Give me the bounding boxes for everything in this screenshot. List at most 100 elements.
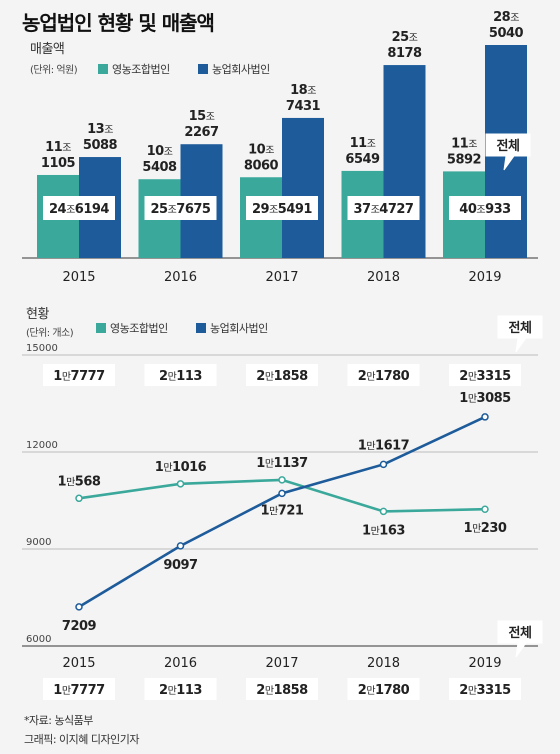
line-total-box [347, 364, 420, 386]
line-y-tick: 6000 [26, 634, 51, 645]
line-point-corp [481, 413, 489, 421]
line-label-farm: 1만1137 [256, 456, 308, 471]
line-point-farm [481, 505, 489, 513]
line-total-box [43, 364, 115, 386]
line-total-value: 2만3315 [459, 369, 511, 384]
bar-label-corp-top: 28조 [493, 10, 519, 25]
line-total-box [449, 364, 521, 386]
bar-label-corp-bottom: 8178 [387, 46, 422, 61]
legend-label-corp: 농업회사법인 [212, 63, 270, 76]
line-label-farm: 1만230 [464, 521, 507, 536]
bar-total-value: 25조7675 [151, 202, 211, 217]
line-total-value: 2만1780 [358, 683, 410, 698]
line-label-farm: 1만1016 [155, 460, 207, 475]
line-total-box [449, 678, 521, 700]
bar-label-farm-bottom: 6549 [345, 152, 380, 167]
bar-label-farm-top: 10조 [147, 144, 173, 159]
line-y-tick: 9000 [26, 537, 51, 548]
line-label-corp: 1만3085 [459, 391, 511, 406]
line-total-box [347, 678, 420, 700]
bar-chart-title: 매출액 [30, 42, 64, 57]
line-total-box [144, 678, 217, 700]
chart-title: 농업법인 현황 및 매출액 [22, 11, 215, 35]
bar-total-box [347, 196, 420, 220]
line-total-box [43, 678, 115, 700]
bar-label-farm-bottom: 1105 [41, 156, 76, 171]
line-chart-unit: (단위: 개소) [26, 326, 74, 339]
line-x-tick: 2019 [468, 656, 501, 671]
line-total-callout-bottom-bubble [497, 620, 543, 658]
legend-swatch-corp [198, 64, 208, 74]
legend-label-corp: 농업회사법인 [210, 322, 268, 335]
line-point-corp [176, 542, 185, 550]
legend-swatch-corp [196, 323, 206, 333]
line-label-farm: 1만568 [58, 474, 101, 489]
bar-label-farm-bottom: 5892 [447, 152, 481, 167]
bar-label-farm-bottom: 5408 [142, 160, 177, 175]
bar-total-box [144, 196, 217, 220]
bar-label-corp-bottom: 5040 [489, 26, 524, 41]
credit-note: 그래픽: 이지혜 디자인기자 [24, 733, 140, 746]
line-point-farm [75, 494, 83, 503]
line-y-tick: 12000 [26, 440, 58, 451]
line-total-value: 1만7777 [53, 683, 105, 698]
line-label-farm: 1만163 [362, 523, 405, 538]
bar-label-farm-top: 11조 [45, 140, 71, 155]
bar-label-farm-top: 10조 [248, 142, 274, 157]
bar-corp [282, 117, 324, 259]
line-point-corp [75, 603, 83, 611]
bar-label-corp-top: 13조 [87, 122, 113, 137]
line-label-corp: 1만721 [261, 503, 304, 518]
legend-label-farm: 영농조합법인 [110, 322, 168, 335]
bar-label-farm-bottom: 8060 [244, 158, 279, 173]
line-y-tick: 15000 [26, 343, 58, 354]
bar-total-callout-bubble [485, 133, 531, 171]
line-total-box [246, 364, 318, 386]
bar-x-tick: 2017 [265, 270, 298, 285]
source-note: *자료: 농식품부 [24, 714, 93, 727]
line-total-value: 2만113 [159, 369, 202, 384]
line-label-corp: 7209 [62, 619, 97, 634]
legend-label-farm: 영농조합법인 [112, 63, 170, 76]
line-point-corp [379, 460, 388, 469]
line-total-value: 2만1858 [256, 683, 308, 698]
bar-label-corp-bottom: 2267 [184, 125, 219, 140]
line-point-farm [176, 480, 185, 488]
bar-total-value: 40조933 [459, 202, 511, 217]
line-point-corp [278, 489, 286, 498]
bar-total-box [449, 196, 521, 220]
line-x-tick: 2015 [62, 656, 95, 671]
legend-swatch-farm [96, 323, 106, 333]
line-label-corp: 9097 [163, 558, 198, 573]
bar-x-tick: 2016 [164, 270, 197, 285]
line-total-value: 2만113 [159, 683, 202, 698]
line-total-value: 2만1780 [358, 369, 410, 384]
bar-label-farm-top: 11조 [451, 136, 477, 151]
bar-label-corp-top: 15조 [189, 109, 215, 124]
bar-total-value: 29조5491 [252, 202, 312, 217]
bar-total-box [246, 196, 318, 220]
bar-corp [383, 65, 426, 258]
line-total-value: 2만3315 [459, 683, 511, 698]
line-total-value: 1만7777 [53, 369, 105, 384]
bar-label-corp-top: 25조 [392, 30, 418, 45]
bar-label-corp-top: 18조 [290, 83, 316, 98]
line-total-callout-top-text: 전체 [509, 320, 532, 336]
bar-label-corp-bottom: 5088 [83, 138, 118, 153]
line-x-tick: 2018 [367, 656, 400, 671]
legend-swatch-farm [98, 64, 108, 74]
line-chart-title: 현황 [26, 307, 49, 322]
bar-x-tick: 2018 [367, 270, 400, 285]
bar-label-corp-bottom: 7431 [286, 99, 321, 114]
line-total-box [144, 364, 217, 386]
bar-total-value: 37조4727 [354, 202, 414, 217]
line-point-farm [379, 507, 388, 516]
line-x-tick: 2016 [164, 656, 197, 671]
line-x-tick: 2017 [265, 656, 298, 671]
line-point-farm [278, 476, 286, 484]
bar-chart-unit: (단위: 억원) [30, 63, 78, 76]
bar-label-farm-top: 11조 [350, 136, 376, 151]
line-total-value: 2만1858 [256, 369, 308, 384]
line-total-box [246, 678, 318, 700]
